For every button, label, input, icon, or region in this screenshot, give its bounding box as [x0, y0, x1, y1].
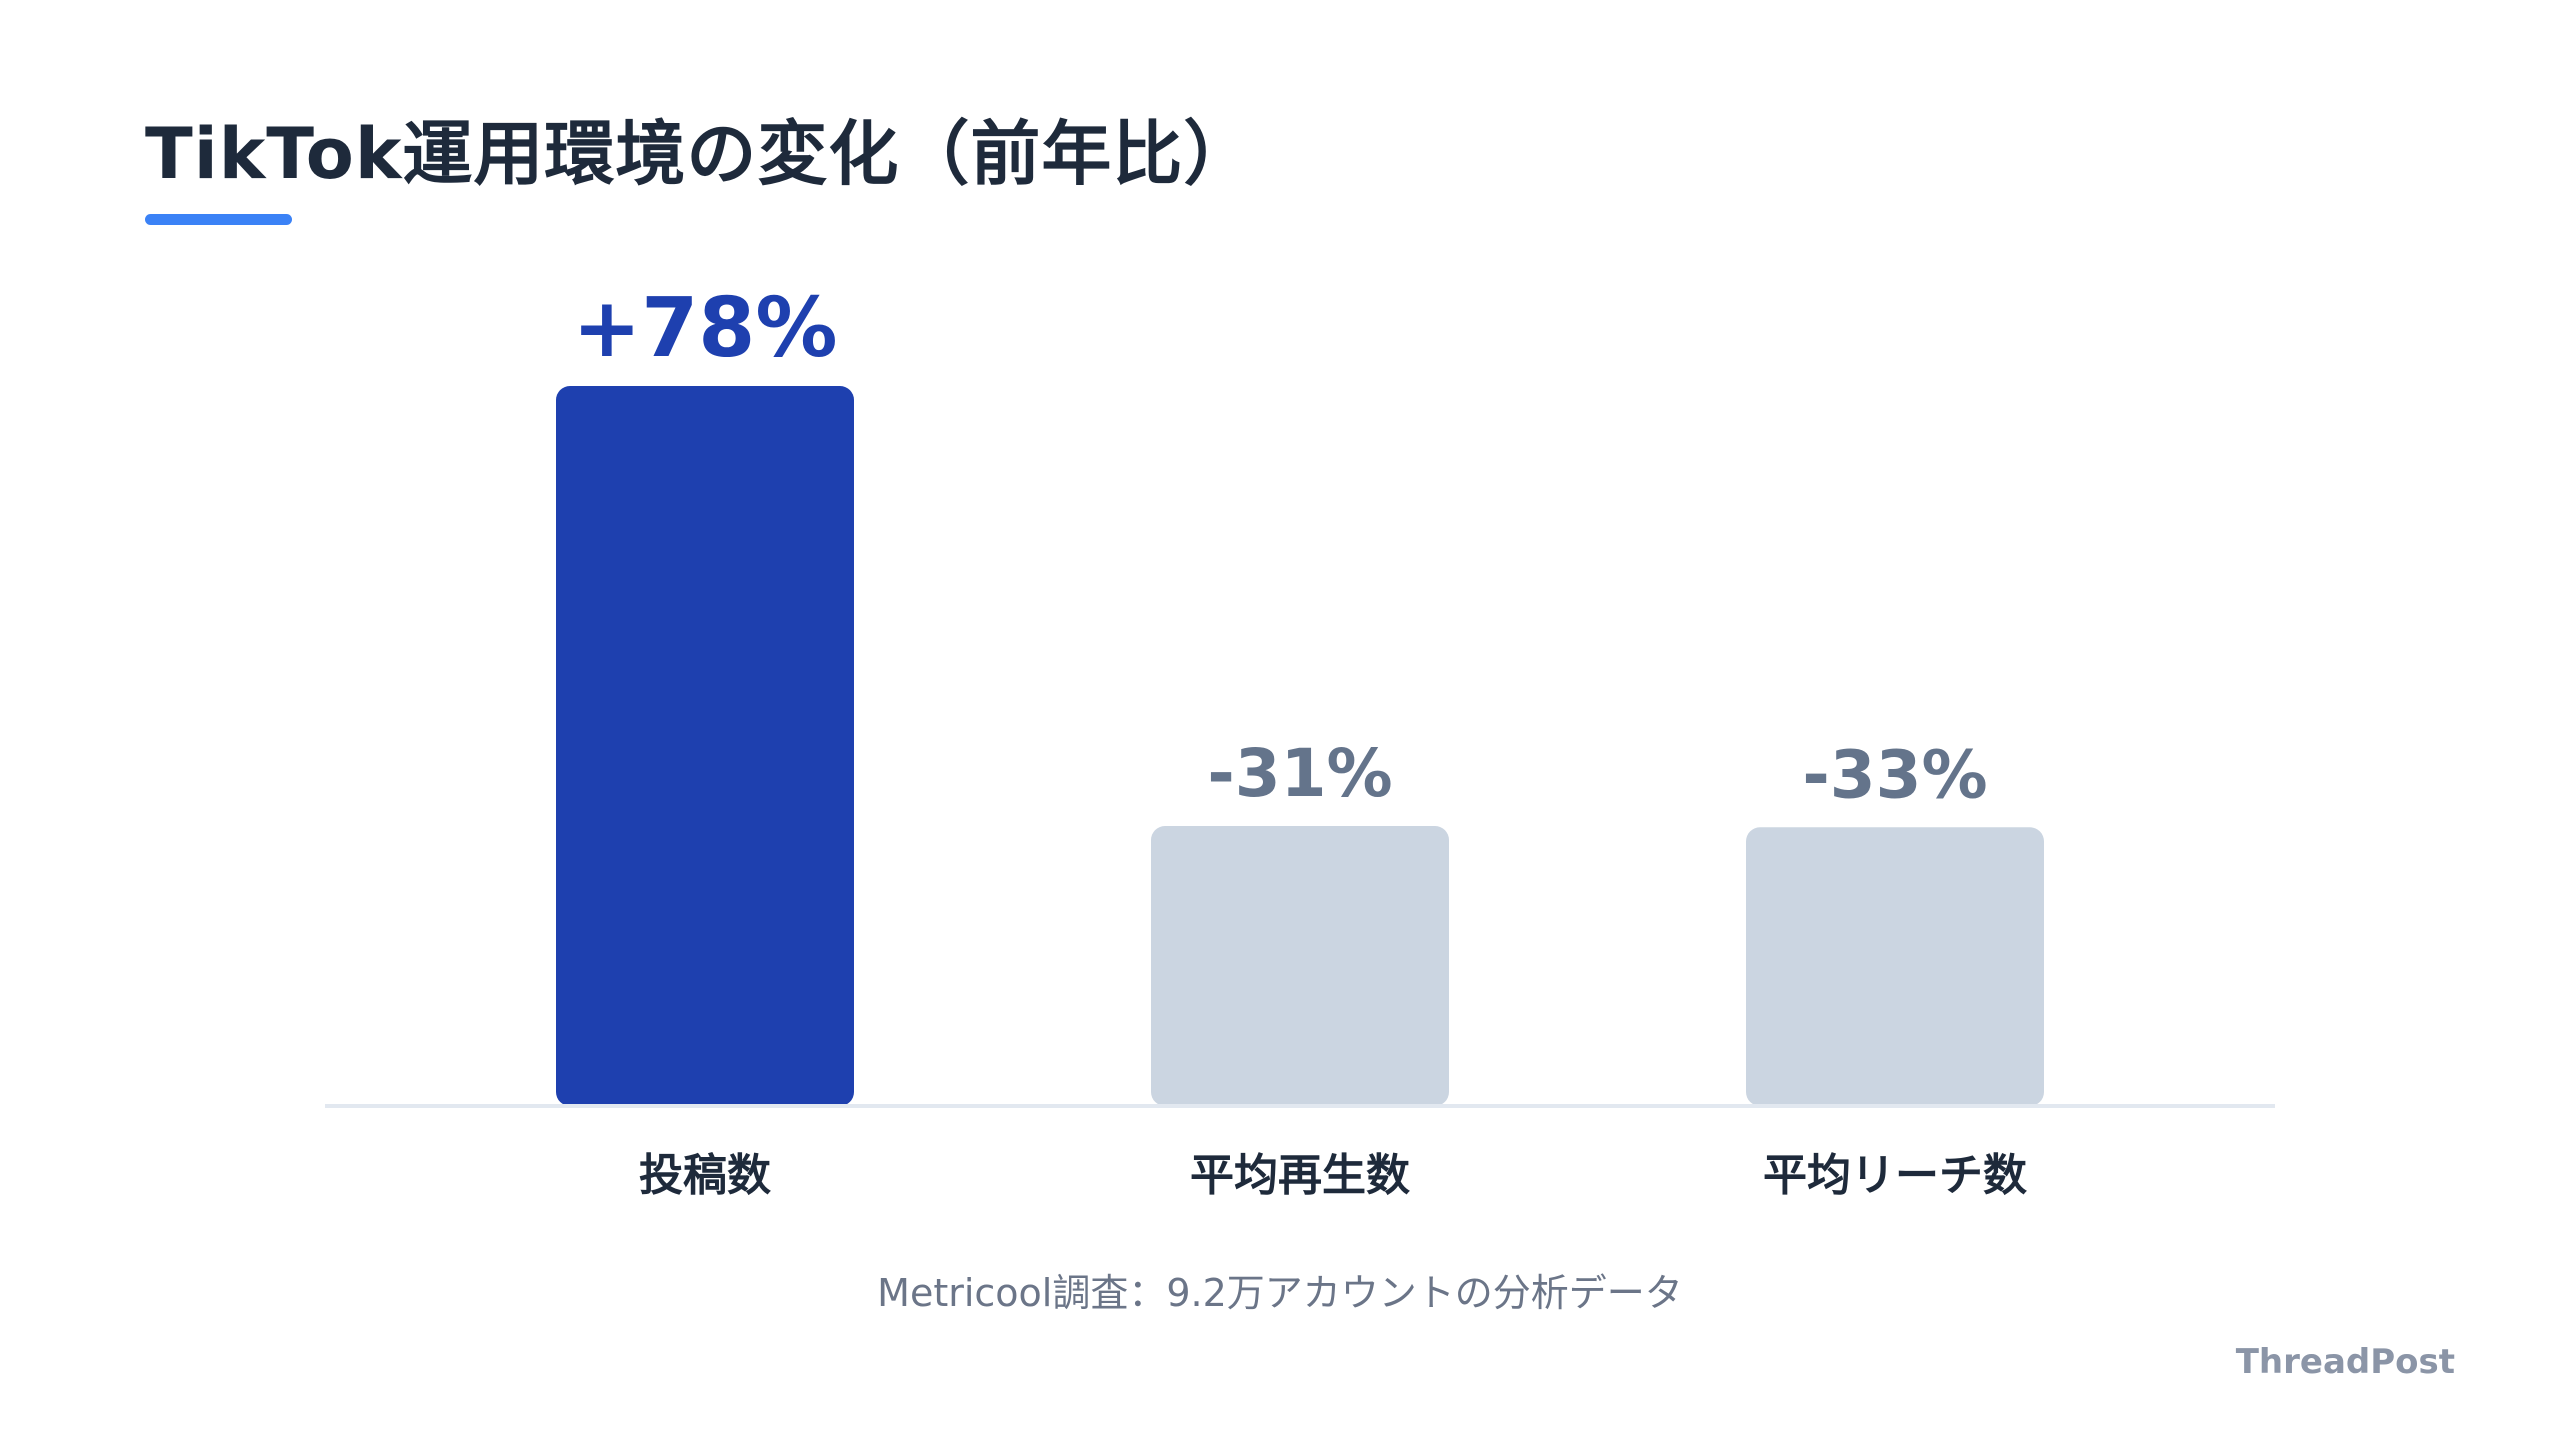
value-label-1: +78%	[573, 281, 838, 376]
brand-logo: ThreadPost	[2235, 1342, 2455, 1382]
value-label-3: -33%	[1802, 736, 1987, 813]
category-label-3: 平均リーチ数	[1763, 1150, 2027, 1201]
bar-1	[556, 386, 854, 1106]
category-label-1: 投稿数	[639, 1150, 771, 1201]
value-label-2: -31%	[1207, 735, 1392, 812]
bar-3	[1746, 827, 2044, 1106]
category-label-2: 平均再生数	[1190, 1150, 1410, 1201]
title-underline	[145, 214, 292, 225]
chart-title: TikTok運用環境の変化（前年比）	[145, 113, 1255, 195]
bar-2	[1151, 826, 1449, 1106]
source-note: Metricool調査：9.2万アカウントの分析データ	[877, 1271, 1683, 1315]
